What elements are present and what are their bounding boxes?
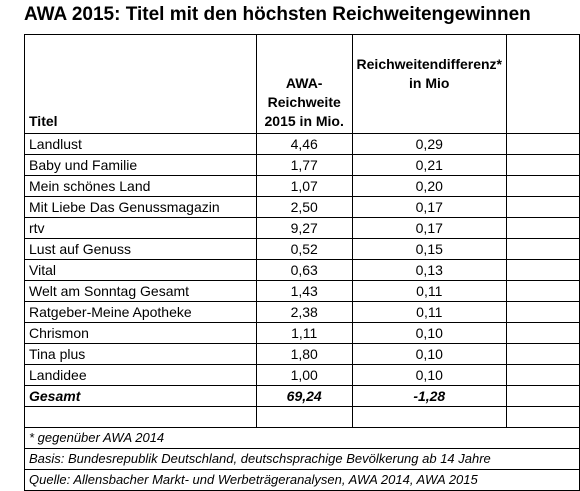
cell-empty — [506, 385, 580, 407]
cell-difference: 0,11 — [351, 280, 508, 302]
cell-reach: 2,50 — [255, 196, 353, 218]
cell-empty — [506, 322, 580, 344]
table-row: Ratgeber-Meine Apotheke 2,38 0,11 — [24, 301, 580, 323]
table-row: Landidee 1,00 0,10 — [24, 364, 580, 386]
cell-difference: 0,10 — [351, 322, 508, 344]
cell-title: Chrismon — [24, 322, 257, 344]
cell-reach: 0,63 — [255, 259, 353, 281]
cell-difference: 0,15 — [351, 238, 508, 260]
cell-empty — [255, 406, 353, 428]
table-row: Mein schönes Land 1,07 0,20 — [24, 175, 580, 197]
cell-difference: 0,10 — [351, 364, 508, 386]
cell-difference: 0,29 — [351, 133, 508, 155]
basis-note-row: Basis: Bundesrepublik Deutschland, deuts… — [24, 448, 580, 470]
total-row: Gesamt 69,24 -1,28 — [24, 385, 580, 407]
cell-title: Landidee — [24, 364, 257, 386]
cell-difference: 0,10 — [351, 343, 508, 365]
cell-empty — [506, 364, 580, 386]
reach-table: Titel AWA-Reichweite 2015 in Mio. Reichw… — [24, 34, 580, 491]
cell-title: Lust auf Genuss — [24, 238, 257, 260]
cell-difference: 0,17 — [351, 217, 508, 239]
table-row: Welt am Sonntag Gesamt 1,43 0,11 — [24, 280, 580, 302]
cell-empty — [506, 259, 580, 281]
cell-title: Welt am Sonntag Gesamt — [24, 280, 257, 302]
cell-empty — [506, 196, 580, 218]
basis-note: Basis: Bundesrepublik Deutschland, deuts… — [24, 448, 580, 470]
table-row: Vital 0,63 0,13 — [24, 259, 580, 281]
cell-empty — [506, 175, 580, 197]
header-difference: Reichweitendifferenz* in Mio — [351, 34, 508, 134]
cell-title: Landlust — [24, 133, 257, 155]
total-label: Gesamt — [24, 385, 257, 407]
cell-reach: 1,11 — [255, 322, 353, 344]
cell-title: Mein schönes Land — [24, 175, 257, 197]
cell-reach: 1,43 — [255, 280, 353, 302]
cell-empty — [506, 133, 580, 155]
header-reach: AWA-Reichweite 2015 in Mio. — [255, 34, 353, 134]
cell-empty — [506, 343, 580, 365]
blank-row — [24, 406, 580, 428]
total-difference: -1,28 — [351, 385, 508, 407]
table-row: Mit Liebe Das Genussmagazin 2,50 0,17 — [24, 196, 580, 218]
cell-title: rtv — [24, 217, 257, 239]
cell-reach: 9,27 — [255, 217, 353, 239]
cell-reach: 1,07 — [255, 175, 353, 197]
cell-empty — [351, 406, 508, 428]
footnote: * gegenüber AWA 2014 — [24, 427, 580, 449]
table-row: Lust auf Genuss 0,52 0,15 — [24, 238, 580, 260]
cell-reach: 1,77 — [255, 154, 353, 176]
cell-reach: 0,52 — [255, 238, 353, 260]
cell-empty — [506, 154, 580, 176]
cell-title: Baby und Familie — [24, 154, 257, 176]
cell-empty — [506, 238, 580, 260]
header-empty — [506, 34, 580, 134]
cell-title: Tina plus — [24, 343, 257, 365]
cell-reach: 4,46 — [255, 133, 353, 155]
cell-title: Ratgeber-Meine Apotheke — [24, 301, 257, 323]
cell-difference: 0,17 — [351, 196, 508, 218]
cell-reach: 2,38 — [255, 301, 353, 323]
table-header-row: Titel AWA-Reichweite 2015 in Mio. Reichw… — [24, 34, 580, 134]
cell-empty — [506, 406, 580, 428]
cell-reach: 1,80 — [255, 343, 353, 365]
cell-empty — [506, 301, 580, 323]
header-title: Titel — [24, 34, 257, 134]
cell-difference: 0,21 — [351, 154, 508, 176]
cell-empty — [506, 280, 580, 302]
cell-difference: 0,20 — [351, 175, 508, 197]
table-row: Baby und Familie 1,77 0,21 — [24, 154, 580, 176]
cell-title: Vital — [24, 259, 257, 281]
total-reach: 69,24 — [255, 385, 353, 407]
source-note-row: Quelle: Allensbacher Markt- und Werbeträ… — [24, 469, 580, 491]
cell-empty — [24, 406, 257, 428]
cell-reach: 1,00 — [255, 364, 353, 386]
cell-title: Mit Liebe Das Genussmagazin — [24, 196, 257, 218]
footnote-row: * gegenüber AWA 2014 — [24, 427, 580, 449]
table-row: Chrismon 1,11 0,10 — [24, 322, 580, 344]
table-row: Landlust 4,46 0,29 — [24, 133, 580, 155]
source-note: Quelle: Allensbacher Markt- und Werbeträ… — [24, 469, 580, 491]
table-row: Tina plus 1,80 0,10 — [24, 343, 580, 365]
page-title: AWA 2015: Titel mit den höchsten Reichwe… — [24, 4, 531, 25]
table-row: rtv 9,27 0,17 — [24, 217, 580, 239]
cell-difference: 0,11 — [351, 301, 508, 323]
cell-empty — [506, 217, 580, 239]
cell-difference: 0,13 — [351, 259, 508, 281]
